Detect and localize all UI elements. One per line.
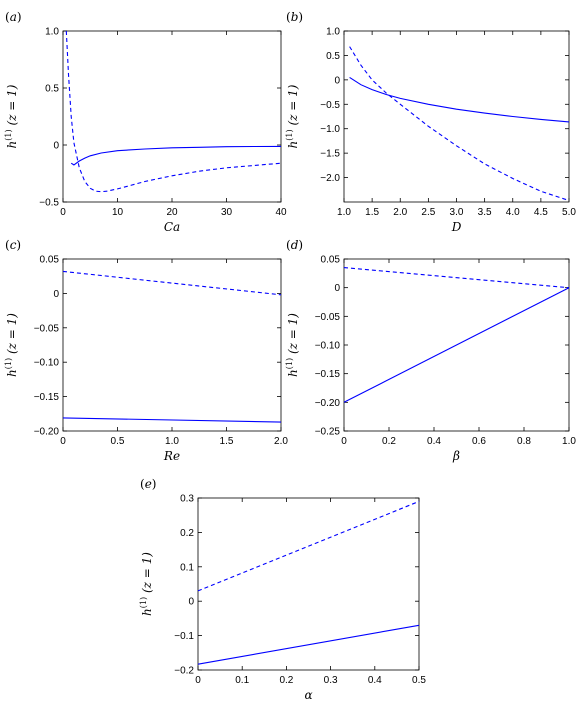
dashed-series-line <box>349 46 570 202</box>
x-tick-label: 0.3 <box>324 675 338 686</box>
x-tick-label: 1.0 <box>337 207 351 218</box>
y-tick-label: 0.5 <box>45 84 59 95</box>
x-tick-label: 0.5 <box>111 436 125 447</box>
x-tick-label: 1.0 <box>165 436 179 447</box>
x-tick-label: 5.0 <box>562 207 576 218</box>
solid-series-line <box>197 624 420 665</box>
y-tick-label: 0.3 <box>180 494 194 505</box>
dashed-series-line <box>197 500 420 592</box>
panel-label: (a) <box>5 10 22 24</box>
y-tick-label: −0.20 <box>34 427 60 438</box>
x-tick-label: 1.5 <box>365 207 379 218</box>
y-tick-label: −1.0 <box>320 124 340 135</box>
x-axis-label: Ca <box>164 220 180 234</box>
x-tick-label: 0 <box>195 675 201 686</box>
panel-label: (b) <box>286 10 303 24</box>
x-tick-label: 2.5 <box>421 207 435 218</box>
y-tick-label: −0.5 <box>320 100 340 111</box>
y-tick-label: 1.0 <box>326 27 340 38</box>
x-tick-label: 30 <box>221 207 233 218</box>
y-tick-label: 0.1 <box>180 562 194 573</box>
y-tick-label: −0.05 <box>34 323 60 334</box>
panel-label: (c) <box>5 238 21 252</box>
y-tick-label: 0.5 <box>326 51 340 62</box>
solid-series-line <box>70 145 282 166</box>
y-axis-label: h(1) (z = 1) <box>285 313 300 377</box>
panel-label: (d) <box>286 238 303 252</box>
panel-label: (e) <box>140 477 156 491</box>
y-tick-label: −1.5 <box>320 149 340 160</box>
x-tick-label: 0 <box>60 207 66 218</box>
dashed-series-line <box>62 270 282 296</box>
x-axis-label: Re <box>163 449 180 463</box>
panel-a: 0 10 20 30 40−0.500.51.0(a)Cah(1) (z = 1) <box>4 10 287 234</box>
panel-e: 0 0.1 0.2 0.3 0.4 0.5 −0.2 −0.1 0 0.1 0.2 0.3 (e) α h(… <box>139 477 426 701</box>
x-tick-label: 2.0 <box>393 207 407 218</box>
plot-frame <box>343 30 570 203</box>
y-tick-label: 0.05 <box>321 255 341 266</box>
x-tick-label: 0.6 <box>472 436 486 447</box>
y-axis-label: h(1) (z = 1) <box>4 84 19 148</box>
y-tick-label: −0.15 <box>34 392 60 403</box>
y-tick-label: 0 <box>334 283 340 294</box>
y-tick-label: 0.2 <box>180 528 194 539</box>
panel-b: 1.0 1.5 2.0 2.5 3.0 3.5 4.0 4.5 5.0 −2.0 −1.5 −1.0 −… <box>285 10 576 234</box>
x-tick-label: 10 <box>112 207 124 218</box>
x-tick-label: 0.4 <box>368 675 382 686</box>
y-tick-label: −0.05 <box>315 312 341 323</box>
x-axis-label: α <box>304 688 312 701</box>
x-tick-label: 0.1 <box>235 675 249 686</box>
y-tick-label: 1.0 <box>45 27 59 38</box>
y-tick-label: −0.5 <box>39 198 59 209</box>
y-tick-label: 0 <box>53 141 59 152</box>
x-tick-label: 40 <box>275 207 287 218</box>
y-axis-label: h(1) (z = 1) <box>139 552 154 616</box>
solid-series-line <box>349 76 570 123</box>
x-axis-label: D <box>451 220 462 234</box>
y-tick-label: 0.05 <box>40 255 60 266</box>
y-tick-label: −0.1 <box>174 631 194 642</box>
x-tick-label: 0 <box>341 436 347 447</box>
x-tick-label: 3.0 <box>450 207 464 218</box>
solid-series-line <box>62 417 282 423</box>
plot-frame <box>197 497 420 671</box>
x-tick-label: 0 <box>60 436 66 447</box>
x-tick-label: 0.2 <box>279 675 293 686</box>
x-tick-label: 3.5 <box>478 207 492 218</box>
x-tick-label: 4.0 <box>506 207 520 218</box>
y-tick-label: −0.15 <box>315 369 341 380</box>
x-tick-label: 0.8 <box>517 436 531 447</box>
y-tick-label: −0.25 <box>315 427 341 438</box>
y-tick-label: 0 <box>188 597 194 608</box>
x-axis-label: β <box>452 449 460 463</box>
x-tick-label: 2.0 <box>274 436 288 447</box>
panel-d: 0 0.2 0.4 0.6 0.8 1.0 −0.25 −0.20 −0.15 −0.10 −0.0… <box>285 238 576 463</box>
plot-frame <box>62 258 282 432</box>
dashed-series-line <box>343 267 570 289</box>
x-tick-label: 0.2 <box>382 436 396 447</box>
y-tick-label: −2.0 <box>320 173 340 184</box>
y-tick-label: 0 <box>53 289 59 300</box>
y-tick-label: 0 <box>334 75 340 86</box>
panel-c: 0 0.5 1.0 1.5 2.0 −0.20 −0.15 −0.10 −0.05 0 0.05 (c… <box>4 238 288 463</box>
x-tick-label: 1.0 <box>562 436 576 447</box>
y-tick-label: −0.10 <box>34 358 60 369</box>
y-axis-label: h(1) (z = 1) <box>285 84 300 148</box>
y-tick-label: −0.2 <box>174 666 194 677</box>
solid-series-line <box>343 287 570 403</box>
x-tick-label: 20 <box>166 207 178 218</box>
y-tick-label: −0.10 <box>315 341 341 352</box>
x-tick-label: 0.5 <box>412 675 426 686</box>
x-tick-label: 4.5 <box>534 207 548 218</box>
dashed-series-line <box>65 30 282 193</box>
y-axis-label: h(1) (z = 1) <box>4 313 19 377</box>
x-tick-label: 1.5 <box>220 436 234 447</box>
y-tick-label: −0.20 <box>315 398 341 409</box>
x-tick-label: 0.4 <box>427 436 441 447</box>
